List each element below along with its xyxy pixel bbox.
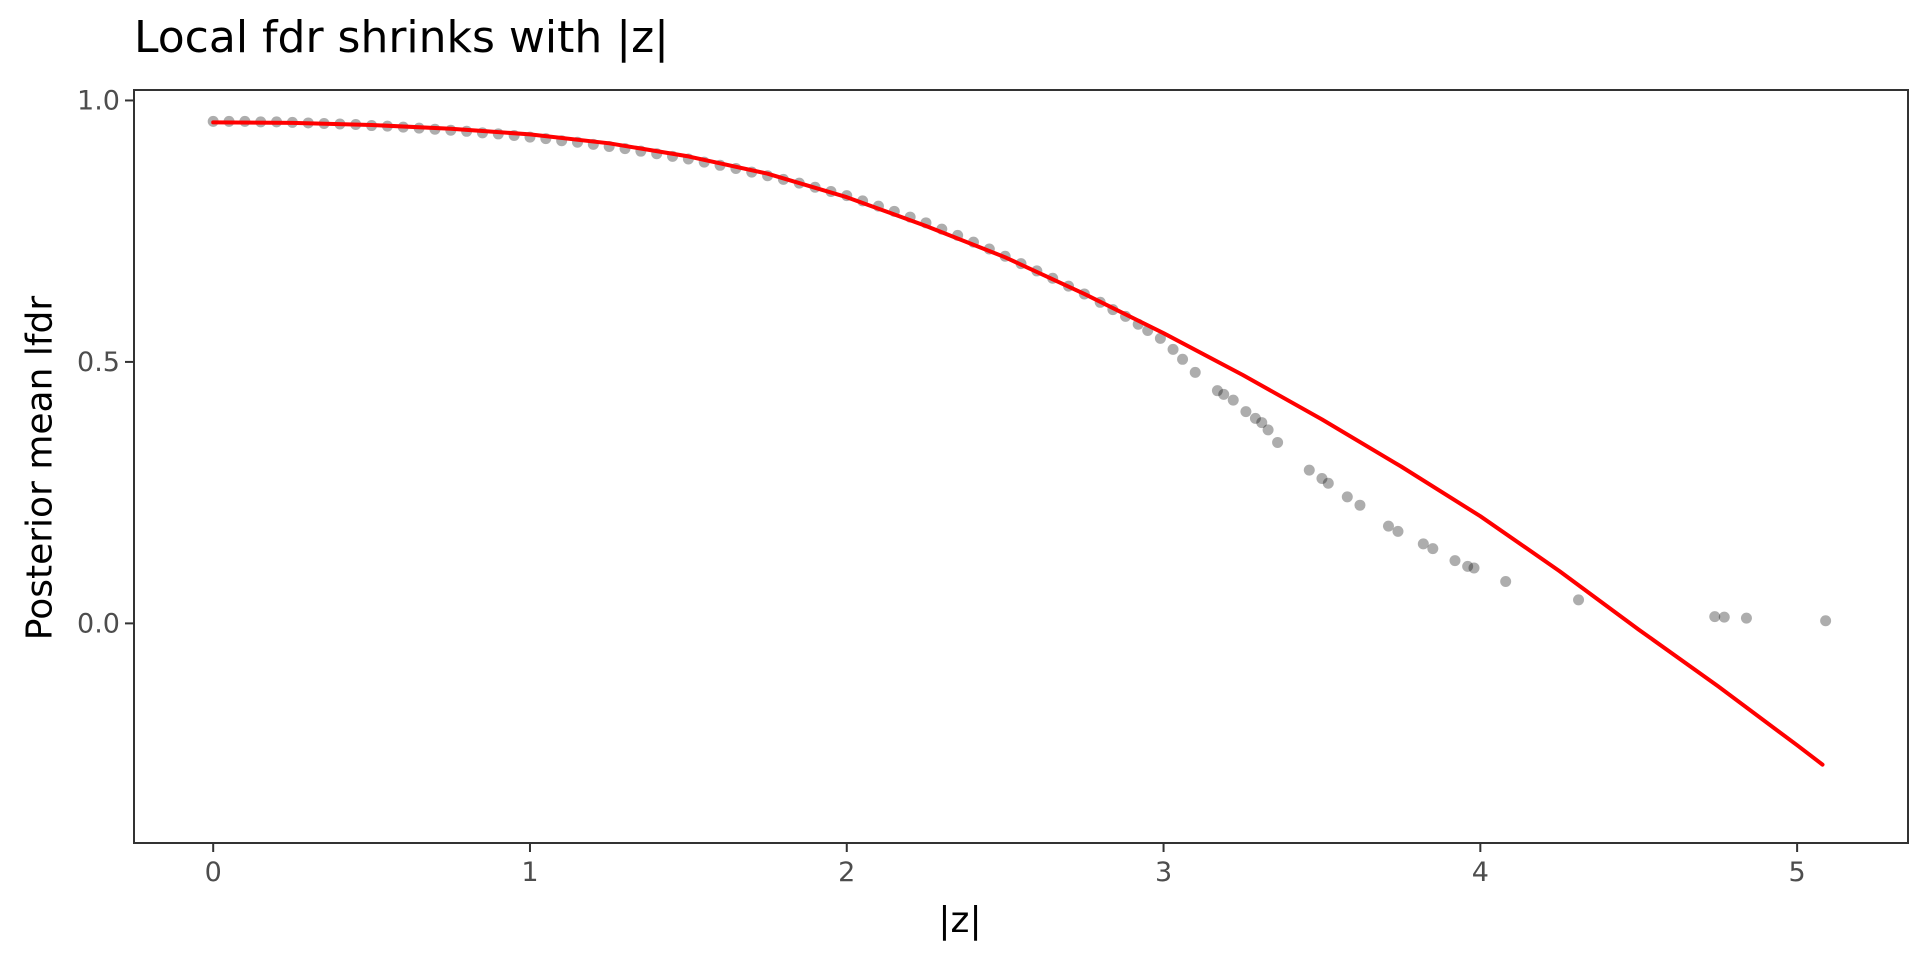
data-point (1154, 332, 1166, 344)
data-point (1354, 499, 1366, 511)
data-point (1322, 477, 1334, 489)
fitted-curve (211, 120, 1825, 767)
data-point (1392, 525, 1404, 537)
data-point (1417, 538, 1429, 550)
data-point (1240, 406, 1252, 418)
plot-frame (133, 89, 1909, 844)
data-point (1468, 562, 1480, 574)
x-tick-label: 5 (1789, 857, 1806, 888)
data-point (1177, 353, 1189, 365)
y-tick-label: 0.0 (77, 608, 120, 639)
x-tick-label: 4 (1472, 857, 1489, 888)
y-tick-label: 1.0 (77, 85, 120, 116)
chart-title: Local fdr shrinks with |z| (134, 12, 670, 63)
data-point (1249, 412, 1261, 424)
x-tick-label: 0 (205, 857, 222, 888)
data-point (1341, 491, 1353, 503)
data-point (1718, 611, 1730, 623)
data-point (1211, 385, 1223, 397)
data-point (1427, 543, 1439, 555)
data-point (1256, 417, 1268, 429)
x-tick-label: 2 (838, 857, 855, 888)
data-point (1500, 576, 1512, 588)
data-point (1227, 394, 1239, 406)
data-point (1316, 473, 1328, 485)
data-point (1272, 436, 1284, 448)
y-tick-label: 0.5 (77, 347, 120, 378)
data-point (1262, 424, 1274, 436)
data-point (1462, 560, 1474, 572)
data-point (1218, 388, 1230, 400)
data-point (1573, 594, 1585, 606)
x-axis-title: |z| (938, 900, 982, 941)
data-point (1167, 343, 1179, 355)
data-point (1820, 615, 1832, 627)
x-tick-label: 1 (521, 857, 538, 888)
data-point (1303, 464, 1315, 476)
data-point (1382, 520, 1394, 532)
data-point (1709, 611, 1721, 623)
y-axis-title: Posterior mean lfdr (19, 295, 61, 641)
x-tick-label: 3 (1155, 857, 1172, 888)
data-point (1449, 555, 1461, 567)
data-point (1189, 366, 1201, 378)
data-point (1740, 612, 1752, 624)
